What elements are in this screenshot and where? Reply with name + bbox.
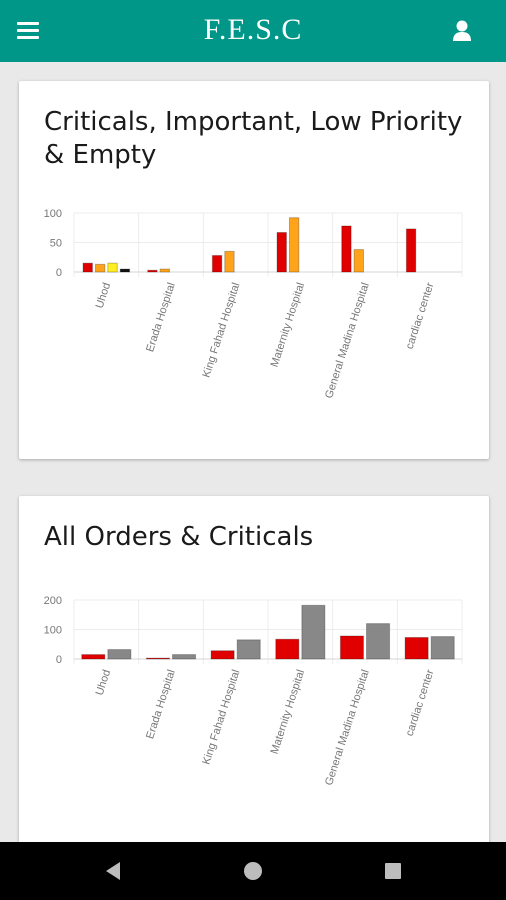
x-tick-label: Maternity Hospital [269, 668, 308, 755]
x-tick-label: cardiac center [404, 668, 437, 738]
chart-bar [82, 262, 93, 273]
user-icon[interactable] [451, 19, 473, 43]
x-tick-label: King Fahad Hospital [200, 281, 242, 379]
y-tick-label: 100 [44, 208, 62, 220]
chart-bar [147, 269, 158, 273]
y-tick-label: 0 [56, 654, 62, 666]
menu-icon[interactable] [16, 18, 42, 44]
recents-icon[interactable] [380, 858, 406, 884]
x-tick-label: General Madina Hospital [323, 668, 372, 787]
chart-bar [81, 654, 106, 660]
chart-bar [224, 250, 235, 273]
chart-bar [404, 636, 429, 660]
orders-bar-chart: 0 100 200 Uhod Erada Hospital King Fahad Hosp… [44, 595, 463, 787]
system-nav-bar [0, 842, 506, 900]
chart-bar [236, 639, 261, 660]
x-tick-label: General Madina Hospital [323, 281, 372, 400]
y-tick-label: 50 [50, 238, 62, 250]
chart-bar [172, 654, 197, 660]
chart-bar [145, 657, 170, 660]
chart-bar [275, 638, 300, 660]
home-icon[interactable] [240, 858, 266, 884]
y-tick-label: 200 [44, 595, 62, 607]
x-tick-label: Uhod [94, 668, 114, 697]
chart-bar [94, 263, 106, 273]
x-tick-label: Uhod [94, 281, 114, 310]
priority-bar-chart: 0 50 100 Uhod Erada Hospital King Fahad Hospi… [44, 208, 463, 400]
app-title: F.E.S.C [203, 13, 303, 46]
chart-bar [119, 268, 131, 273]
card-title: All Orders & Criticals [44, 522, 314, 552]
chart-bar [301, 604, 326, 660]
chart-card-orders: All Orders & Criticals 0 100 200 Uhod Erada … [19, 496, 489, 856]
chart-bar [107, 262, 118, 273]
chart-bar [339, 635, 364, 660]
chart-bar [107, 649, 132, 660]
y-tick-label: 0 [56, 267, 62, 279]
chart-bar [210, 650, 235, 660]
chart-bar [366, 623, 391, 660]
x-tick-label: Erada Hospital [144, 281, 178, 353]
x-tick-label: King Fahad Hospital [200, 668, 242, 766]
back-icon[interactable] [100, 858, 126, 884]
x-tick-label: Erada Hospital [144, 668, 178, 740]
app-bar: F.E.S.C [0, 0, 506, 62]
y-tick-label: 100 [44, 625, 62, 637]
chart-bar [405, 228, 417, 273]
chart-bar [288, 217, 300, 273]
chart-bar [353, 249, 364, 273]
x-tick-label: Maternity Hospital [269, 281, 308, 368]
x-tick-label: cardiac center [404, 281, 437, 351]
card-title: Criticals, Important, Low Priority & Emp… [44, 107, 463, 170]
chart-bar [430, 636, 455, 660]
chart-bar [276, 231, 287, 273]
chart-bar [159, 268, 171, 273]
chart-card-priorities: Criticals, Important, Low Priority & Emp… [19, 81, 489, 459]
chart-bar [341, 225, 352, 273]
chart-bar [211, 254, 223, 273]
